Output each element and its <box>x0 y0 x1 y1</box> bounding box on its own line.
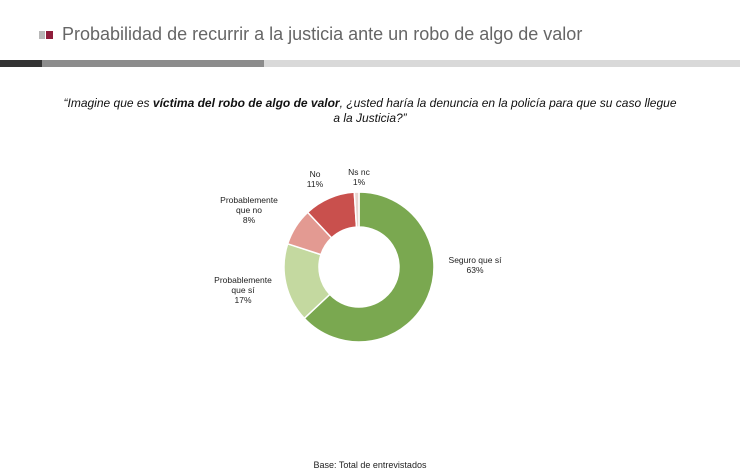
question-text-start: “Imagine que es <box>63 96 153 110</box>
question-text-bold: víctima del robo de algo de valor <box>152 96 340 110</box>
page-title: Probabilidad de recurrir a la justicia a… <box>62 24 583 44</box>
header-divider <box>0 60 740 67</box>
donut-slice-seguro-que-sí <box>303 191 435 343</box>
donut-slice-ns-nc <box>353 191 360 228</box>
data-label-probablemente-que-no: Probablemente que no 8% <box>220 195 278 225</box>
data-label-no: No 11% <box>307 169 324 189</box>
base-note: Base: Total de entrevistados <box>313 460 427 470</box>
header: Probabilidad de recurrir a la justicia a… <box>0 0 740 70</box>
survey-question: “Imagine que es víctima del robo de algo… <box>60 96 680 126</box>
data-label-seguro-que-sí: Seguro que sí 63% <box>449 255 503 275</box>
header-bullet-icon <box>39 31 53 39</box>
data-label-probablemente-que-sí: Probablemente que sí 17% <box>214 275 272 305</box>
data-label-ns-nc: Ns nc 1% <box>348 167 370 187</box>
question-text-end: , ¿usted haría la denuncia en la policía… <box>333 96 677 125</box>
